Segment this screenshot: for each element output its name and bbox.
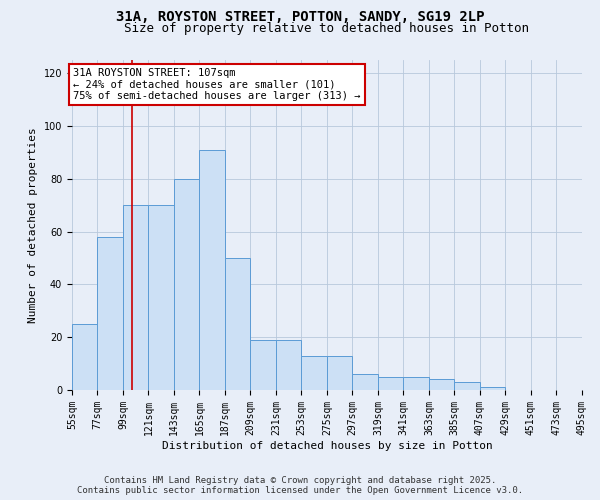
Bar bbox=[225, 258, 251, 390]
Bar bbox=[174, 179, 199, 390]
Text: 31A ROYSTON STREET: 107sqm
← 24% of detached houses are smaller (101)
75% of sem: 31A ROYSTON STREET: 107sqm ← 24% of deta… bbox=[73, 68, 361, 101]
Text: 31A, ROYSTON STREET, POTTON, SANDY, SG19 2LP: 31A, ROYSTON STREET, POTTON, SANDY, SG19… bbox=[116, 10, 484, 24]
Text: Contains HM Land Registry data © Crown copyright and database right 2025.
Contai: Contains HM Land Registry data © Crown c… bbox=[77, 476, 523, 495]
Bar bbox=[301, 356, 327, 390]
Bar bbox=[352, 374, 378, 390]
Bar bbox=[378, 377, 403, 390]
Bar bbox=[276, 340, 301, 390]
Bar bbox=[327, 356, 352, 390]
Bar bbox=[251, 340, 276, 390]
Bar bbox=[123, 205, 148, 390]
Bar bbox=[403, 377, 429, 390]
Bar bbox=[148, 205, 174, 390]
Bar bbox=[455, 382, 480, 390]
Bar bbox=[199, 150, 225, 390]
Bar bbox=[72, 324, 97, 390]
Bar bbox=[429, 380, 455, 390]
Title: Size of property relative to detached houses in Potton: Size of property relative to detached ho… bbox=[125, 22, 530, 35]
Y-axis label: Number of detached properties: Number of detached properties bbox=[28, 127, 38, 323]
Bar bbox=[480, 388, 505, 390]
Bar bbox=[97, 237, 123, 390]
X-axis label: Distribution of detached houses by size in Potton: Distribution of detached houses by size … bbox=[161, 440, 493, 450]
